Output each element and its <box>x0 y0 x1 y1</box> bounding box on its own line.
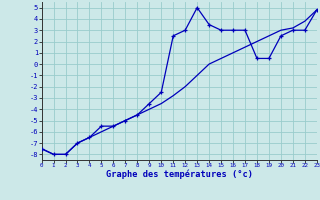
X-axis label: Graphe des températures (°c): Graphe des températures (°c) <box>106 170 253 179</box>
